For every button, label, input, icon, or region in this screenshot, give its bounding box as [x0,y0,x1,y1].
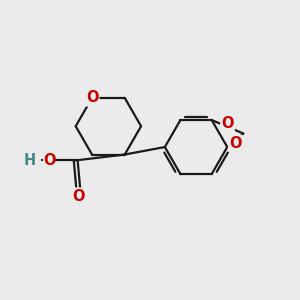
Text: O: O [43,153,56,168]
Text: O: O [86,90,98,105]
Text: O: O [72,189,85,204]
Text: O: O [229,136,242,151]
Text: H: H [24,153,36,168]
Text: O: O [221,116,234,131]
